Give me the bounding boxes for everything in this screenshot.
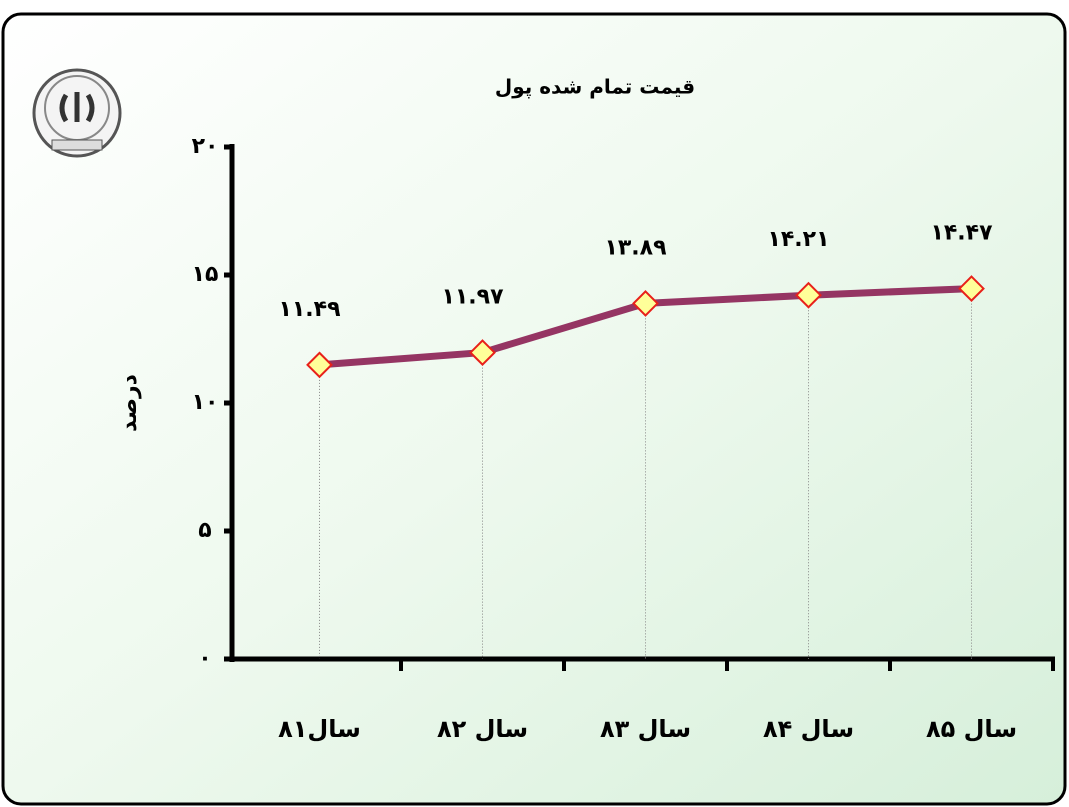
y-tick-label: ۱۵ bbox=[192, 262, 219, 287]
x-tick-label: سال ۸۲ bbox=[437, 715, 528, 743]
marker bbox=[306, 351, 333, 379]
marker bbox=[632, 290, 659, 317]
y-tick-label: ۰ bbox=[198, 646, 211, 671]
marker bbox=[795, 281, 822, 309]
card bbox=[1, 12, 1067, 806]
logo bbox=[32, 68, 122, 158]
data-label: ۱۳.۸۹ bbox=[604, 235, 666, 260]
marker bbox=[469, 339, 496, 366]
x-tick-label: سال۸۱ bbox=[278, 715, 361, 743]
y-tick-label: ۲۰ bbox=[192, 134, 219, 159]
chart-title: قیمت تمام شده پول bbox=[495, 75, 695, 100]
x-tick-label: سال ۸۴ bbox=[763, 715, 854, 743]
y-tick-label: ۱۰ bbox=[192, 390, 219, 415]
y-axis-label: درصد bbox=[117, 374, 142, 432]
data-label: ۱۱.۹۷ bbox=[441, 285, 504, 310]
marker bbox=[958, 275, 985, 302]
data-label: ۱۴.۴۷ bbox=[930, 221, 993, 246]
x-tick-label: سال ۸۳ bbox=[600, 715, 691, 743]
data-label: ۱۱.۴۹ bbox=[278, 297, 340, 322]
y-tick-label: ۵ bbox=[198, 518, 211, 543]
x-tick-label: سال ۸۵ bbox=[926, 715, 1017, 743]
data-label: ۱۴.۲۱ bbox=[767, 227, 829, 252]
